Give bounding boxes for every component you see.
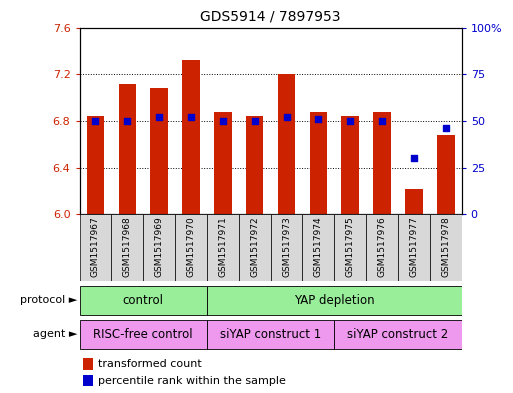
Point <box>283 114 291 120</box>
Point <box>187 114 195 120</box>
Bar <box>303 214 334 281</box>
Bar <box>214 112 231 214</box>
Text: GSM1517975: GSM1517975 <box>346 216 354 277</box>
Bar <box>373 112 391 214</box>
Text: YAP depletion: YAP depletion <box>294 294 374 307</box>
Point <box>91 118 100 124</box>
Text: GSM1517969: GSM1517969 <box>154 216 164 277</box>
Bar <box>405 189 423 214</box>
Text: GSM1517970: GSM1517970 <box>187 216 195 277</box>
Text: GSM1517976: GSM1517976 <box>378 216 387 277</box>
Bar <box>83 375 93 386</box>
Text: percentile rank within the sample: percentile rank within the sample <box>98 376 286 386</box>
Bar <box>366 214 398 281</box>
Bar <box>207 214 239 281</box>
Point <box>250 118 259 124</box>
Point <box>378 118 386 124</box>
Point <box>410 155 418 162</box>
Bar <box>143 214 175 281</box>
Bar <box>80 214 111 281</box>
Point <box>442 125 450 132</box>
Bar <box>80 286 207 315</box>
Point <box>314 116 323 122</box>
Bar <box>334 320 462 349</box>
Text: control: control <box>123 294 164 307</box>
Bar <box>278 74 295 214</box>
Bar <box>246 116 264 214</box>
Point <box>346 118 354 124</box>
Bar <box>175 214 207 281</box>
Bar <box>80 320 207 349</box>
Bar <box>239 214 271 281</box>
Bar <box>111 214 143 281</box>
Bar <box>437 135 455 214</box>
Bar <box>182 60 200 214</box>
Bar <box>207 286 462 315</box>
Bar <box>334 214 366 281</box>
Bar <box>398 214 430 281</box>
Bar <box>271 214 303 281</box>
Point <box>155 114 163 120</box>
Point <box>219 118 227 124</box>
Text: siYAP construct 2: siYAP construct 2 <box>347 328 449 341</box>
Text: GSM1517968: GSM1517968 <box>123 216 132 277</box>
Bar <box>310 112 327 214</box>
Text: protocol ►: protocol ► <box>19 295 77 305</box>
Text: GSM1517967: GSM1517967 <box>91 216 100 277</box>
Text: GSM1517977: GSM1517977 <box>409 216 419 277</box>
Text: GSM1517973: GSM1517973 <box>282 216 291 277</box>
Text: GSM1517972: GSM1517972 <box>250 216 259 277</box>
Text: GSM1517978: GSM1517978 <box>441 216 450 277</box>
Text: transformed count: transformed count <box>98 359 202 369</box>
Bar <box>150 88 168 214</box>
Text: GSM1517974: GSM1517974 <box>314 216 323 277</box>
Bar <box>342 116 359 214</box>
Text: RISC-free control: RISC-free control <box>93 328 193 341</box>
Bar <box>430 214 462 281</box>
Bar <box>83 358 93 369</box>
Text: GSM1517971: GSM1517971 <box>219 216 227 277</box>
Text: agent ►: agent ► <box>32 329 77 340</box>
Bar <box>119 84 136 214</box>
Text: siYAP construct 1: siYAP construct 1 <box>220 328 321 341</box>
Point <box>123 118 131 124</box>
Title: GDS5914 / 7897953: GDS5914 / 7897953 <box>201 9 341 24</box>
Bar <box>207 320 334 349</box>
Bar <box>87 116 104 214</box>
